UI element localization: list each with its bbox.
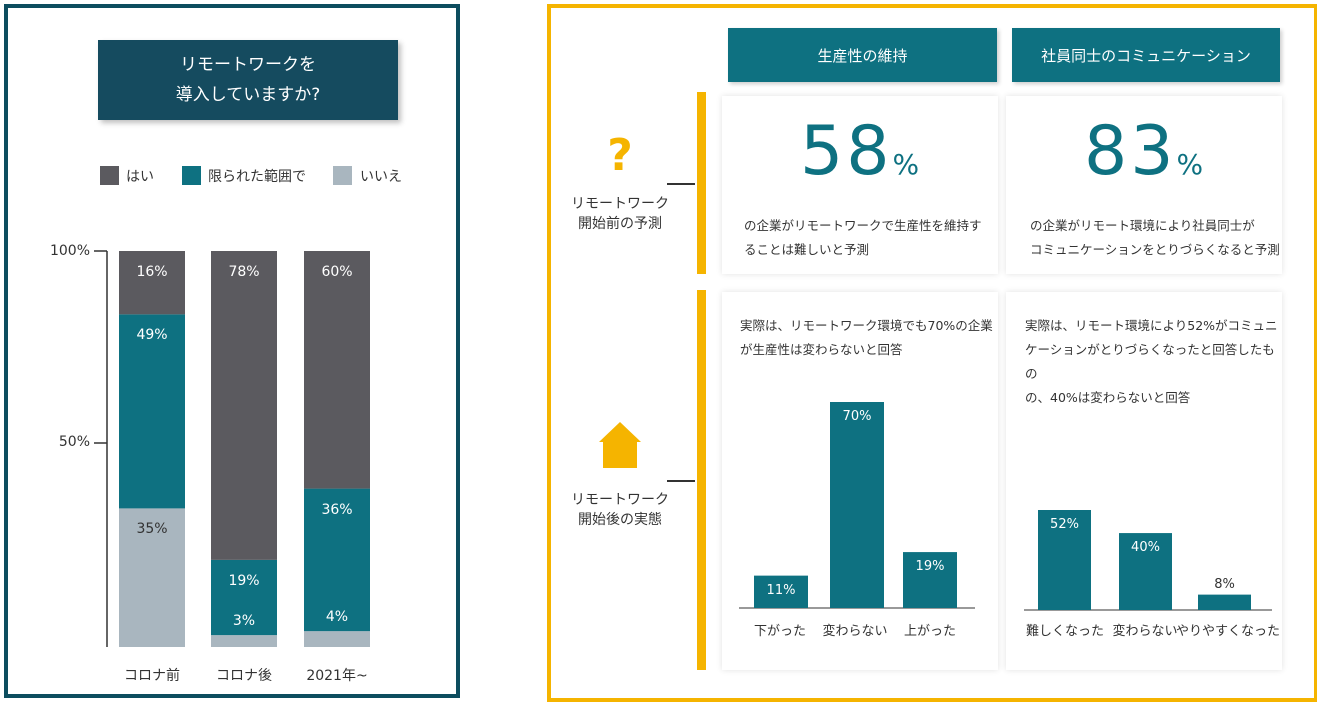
mini-bar-category-1-2: やりやすくなった xyxy=(1176,624,1281,639)
row-divider-before xyxy=(697,92,706,274)
column-header-communication: 社員同士のコミュニケーション xyxy=(1012,28,1280,82)
actual-desc-communication-line-3: の、40%は変わらないと回答 xyxy=(1025,390,1191,405)
row-label-after: リモートワーク 開始後の実態 xyxy=(560,490,680,530)
row-connector-after xyxy=(667,480,695,482)
row-divider-after xyxy=(697,290,706,670)
prediction-desc-productivity-line-2: ることは難しいと予測 xyxy=(744,242,870,257)
prediction-sign-communication: % xyxy=(1176,148,1204,181)
bar-segment-1-2 xyxy=(211,251,277,560)
bar-segment-0-2 xyxy=(119,251,185,315)
y-tick-label-100: 100% xyxy=(49,243,90,259)
bar-segment-0-0 xyxy=(119,508,185,647)
mini-bar-category-1-1: 変わらない xyxy=(1112,624,1178,639)
mini-bar-0-1 xyxy=(830,402,884,608)
y-tick-label-50: 50% xyxy=(58,434,90,450)
actual-desc-productivity: 実際は、リモートワーク環境でも70%の企業 が生産性は変わらないと回答 xyxy=(740,314,996,362)
mini-bar-value-1-1: 40% xyxy=(1131,540,1160,556)
x-category-after: コロナ後 xyxy=(216,668,272,684)
bar-segment-2-2 xyxy=(304,251,370,489)
bar-segment-1-0 xyxy=(211,635,277,647)
x-category-2021: 2021年~ xyxy=(306,668,368,684)
mini-bar-value-0-2: 19% xyxy=(915,559,945,575)
bar-value-label-1-1: 19% xyxy=(228,572,260,589)
legend-swatch-limited xyxy=(182,166,201,185)
actual-desc-communication-line-2: ケーションがとりづらくなったと回答したもの xyxy=(1025,342,1275,381)
question-mark-icon: ? xyxy=(607,130,633,180)
mini-bar-value-1-2: 8% xyxy=(1214,576,1235,592)
x-category-before: コロナ前 xyxy=(124,668,180,684)
actual-desc-communication-line-1: 実際は、リモート環境により52%がコミュニ xyxy=(1025,318,1278,333)
prediction-value-communication: 83% xyxy=(1084,112,1203,191)
prediction-number-communication: 83 xyxy=(1084,112,1177,191)
prediction-number-productivity: 58 xyxy=(800,112,893,191)
actual-desc-productivity-line-2: が生産性は変わらないと回答 xyxy=(740,342,903,357)
actual-desc-productivity-line-1: 実際は、リモートワーク環境でも70%の企業 xyxy=(740,318,993,333)
mini-bar-value-1-0: 52% xyxy=(1050,517,1079,532)
row-connector-before xyxy=(667,183,695,185)
mini-bar-1-0 xyxy=(1038,510,1091,610)
chart-title: リモートワークを 導入していますか? xyxy=(98,40,398,120)
svg-text:?: ? xyxy=(607,130,633,180)
bar-value-label-0-0: 35% xyxy=(136,521,168,538)
mini-bar-1-2 xyxy=(1198,594,1251,610)
legend-label-no: いいえ xyxy=(360,169,402,185)
house-icon xyxy=(599,422,641,468)
bar-segment-2-0 xyxy=(304,631,370,647)
mini-bar-category-0-1: 変わらない xyxy=(822,624,888,639)
row-label-after-line-2: 開始後の実態 xyxy=(578,512,662,528)
prediction-desc-communication-line-2: コミュニケーションをとりづらくなると予測 xyxy=(1030,242,1280,257)
mini-bar-category-1-0: 難しくなった xyxy=(1025,624,1104,639)
mini-bar-1-1 xyxy=(1119,533,1172,610)
bar-value-label-2-0: 4% xyxy=(325,609,349,626)
stacked-bar-chart xyxy=(94,250,370,647)
chart-title-line-1: リモートワークを xyxy=(180,55,316,75)
mini-bar-value-0-1: 70% xyxy=(842,409,872,424)
bar-value-label-0-1: 49% xyxy=(136,327,168,344)
prediction-desc-communication: の企業がリモート環境により社員同士が コミュニケーションをとりづらくなると予測 xyxy=(1030,214,1280,262)
bar-value-label-2-2: 60% xyxy=(321,264,353,280)
prediction-desc-communication-line-1: の企業がリモート環境により社員同士が xyxy=(1030,218,1255,233)
prediction-desc-productivity-line-1: の企業がリモートワークで生産性を維持す xyxy=(744,218,982,233)
row-label-after-line-1: リモートワーク xyxy=(571,492,669,508)
bar-segment-1-1 xyxy=(211,559,277,636)
prediction-card-productivity xyxy=(722,96,998,274)
bar-value-label-0-2: 16% xyxy=(136,264,168,280)
bar-value-label-2-1: 36% xyxy=(321,501,353,518)
row-label-before-line-2: 開始前の予測 xyxy=(578,216,662,232)
mini-bar-0-2 xyxy=(903,552,957,608)
prediction-sign-productivity: % xyxy=(892,148,920,181)
mini-bar-category-0-0: 下がった xyxy=(753,624,806,639)
actual-desc-communication: 実際は、リモート環境により52%がコミュニ ケーションがとりづらくなったと回答し… xyxy=(1025,314,1281,410)
legend-swatch-no xyxy=(333,166,352,185)
legend-swatch-yes xyxy=(100,166,119,185)
mini-bar-0-0 xyxy=(754,575,808,608)
bar-value-label-1-0: 3% xyxy=(232,613,256,630)
mini-bar-category-0-2: 上がった xyxy=(903,624,956,639)
legend-label-yes: はい xyxy=(126,169,154,185)
prediction-card-communication xyxy=(1006,96,1282,274)
bar-segment-0-1 xyxy=(119,314,185,509)
chart-title-line-2: 導入していますか? xyxy=(175,85,321,105)
column-header-productivity: 生産性の維持 xyxy=(728,28,997,82)
row-label-before-line-1: リモートワーク xyxy=(571,196,669,212)
bar-value-label-1-2: 78% xyxy=(228,264,260,280)
mini-bar-value-0-0: 11% xyxy=(766,582,796,598)
prediction-desc-productivity: の企業がリモートワークで生産性を維持す ることは難しいと予測 xyxy=(744,214,994,262)
bar-segment-2-1 xyxy=(304,488,370,632)
prediction-value-productivity: 58% xyxy=(800,112,919,191)
legend-label-limited: 限られた範囲で xyxy=(208,169,306,185)
row-label-before: リモートワーク 開始前の予測 xyxy=(560,194,680,234)
